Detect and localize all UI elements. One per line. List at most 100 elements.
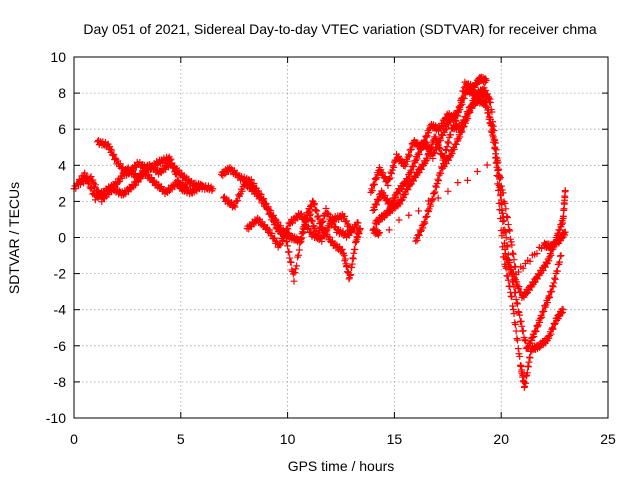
data-point: [410, 177, 418, 185]
data-point: [494, 180, 502, 188]
data-point: [514, 308, 522, 316]
data-point: [403, 157, 411, 165]
data-point: [341, 212, 348, 220]
data-point: [106, 145, 114, 153]
data-point: [289, 270, 297, 278]
data-point: [395, 216, 403, 224]
data-point: [483, 103, 491, 111]
data-point: [495, 200, 503, 207]
data-point: [134, 178, 142, 186]
data-point: [354, 219, 362, 227]
data-point: [499, 218, 507, 225]
data-point: [483, 161, 491, 169]
data-point: [413, 155, 421, 163]
data-point: [512, 321, 519, 328]
data-point: [457, 127, 465, 135]
y-tick-label: 0: [58, 230, 66, 246]
data-point: [408, 145, 415, 153]
data-point: [373, 201, 380, 209]
data-point: [509, 250, 517, 258]
data-point: [413, 236, 421, 244]
data-point: [295, 246, 303, 254]
data-point: [428, 143, 435, 151]
data-point: [504, 256, 512, 264]
data-point: [492, 146, 500, 154]
data-point: [467, 103, 474, 110]
data-point: [485, 115, 493, 123]
data-point: [271, 234, 279, 242]
data-point: [501, 239, 508, 247]
data-point: [427, 202, 435, 210]
data-point: [561, 228, 569, 236]
data-point: [447, 117, 455, 125]
data-point: [261, 200, 269, 207]
data-point: [338, 246, 346, 253]
data-point: [170, 162, 178, 170]
data-point: [352, 223, 360, 231]
series-track-k: [369, 158, 569, 278]
data-point: [509, 249, 516, 257]
data-point: [197, 183, 205, 190]
data-point: [268, 230, 276, 237]
data-point: [445, 139, 452, 147]
data-point: [436, 144, 444, 152]
data-point: [415, 207, 423, 215]
data-point: [429, 155, 437, 162]
series-track-j: [412, 84, 569, 301]
data-point: [519, 264, 527, 272]
data-point: [514, 284, 522, 292]
data-point: [118, 174, 126, 182]
data-point: [529, 334, 536, 341]
data-point: [523, 369, 531, 377]
data-point: [470, 99, 477, 106]
data-point: [434, 138, 442, 146]
data-point: [518, 322, 526, 330]
data-point: [299, 214, 307, 222]
data-point: [507, 264, 515, 272]
y-tick-label: -4: [54, 302, 67, 318]
data-point: [439, 164, 447, 172]
data-point: [310, 201, 318, 209]
data-point: [284, 225, 292, 233]
series-track-f: [243, 209, 356, 251]
data-point: [420, 218, 428, 226]
data-point: [497, 182, 505, 190]
data-point: [410, 163, 418, 170]
data-point: [561, 194, 569, 201]
data-point: [265, 226, 273, 234]
data-point: [538, 313, 546, 321]
data-point: [424, 206, 432, 214]
data-point: [376, 229, 383, 236]
data-point: [345, 222, 353, 230]
data-point: [424, 197, 432, 205]
data-point: [315, 215, 323, 223]
data-point: [291, 269, 299, 277]
data-point: [405, 152, 413, 160]
y-tick-label: -8: [54, 374, 67, 390]
data-point: [431, 188, 439, 196]
data-point: [77, 181, 84, 188]
data-point: [437, 150, 445, 157]
series-track-b: [94, 137, 206, 198]
data-point: [369, 181, 377, 189]
data-point: [412, 237, 420, 245]
data-point: [465, 109, 472, 117]
data-point: [297, 237, 305, 245]
data-point: [425, 129, 432, 137]
data-point: [381, 173, 389, 180]
x-tick-label: 10: [280, 431, 296, 447]
data-point: [385, 226, 393, 234]
data-point: [343, 217, 351, 225]
data-point: [514, 336, 521, 344]
data-point: [392, 194, 400, 201]
data-point: [536, 315, 544, 322]
data-point: [433, 180, 441, 187]
data-point: [209, 185, 217, 193]
data-point: [508, 293, 516, 301]
data-point: [425, 150, 433, 158]
data-point: [551, 275, 559, 283]
data-point: [532, 328, 540, 335]
data-point: [504, 214, 512, 221]
data-point: [276, 241, 284, 249]
data-point: [530, 333, 538, 340]
